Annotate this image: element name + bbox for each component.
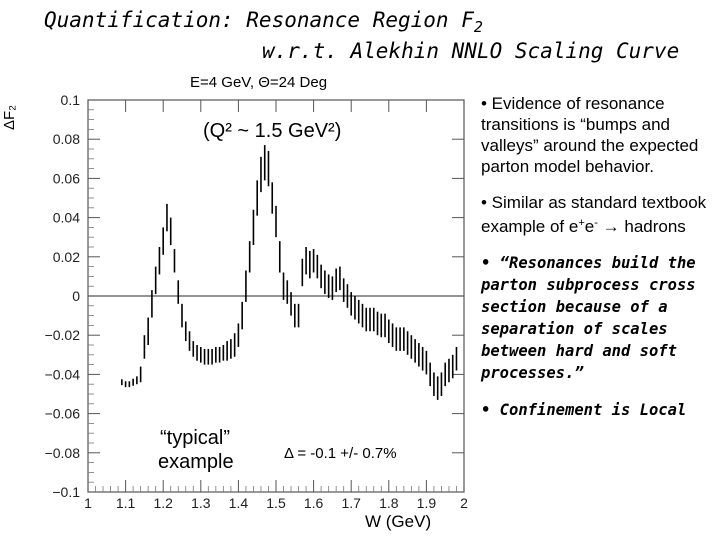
data-points bbox=[121, 145, 458, 400]
y-tick-label: −0.08 bbox=[45, 445, 81, 461]
bullet-resonances: • “Resonances build the parton subproces… bbox=[481, 254, 696, 382]
y-tick-label: −0.06 bbox=[45, 406, 81, 422]
y-tick-label: −0.1 bbox=[52, 484, 80, 500]
bullet-similar-pre: • Similar as standard textbook example o… bbox=[481, 193, 707, 236]
x-axis-ticks: 1 1.1 1.2 1.3 1.4 1.5 1.6 1.7 1.8 1.9 2 bbox=[84, 100, 468, 511]
bullet-list: • Evidence of resonance transitions is “… bbox=[481, 93, 717, 436]
x-axis-label: W (GeV) bbox=[365, 512, 431, 531]
bullet-similar-sup1: + bbox=[578, 217, 585, 229]
x-tick-label: 2 bbox=[460, 495, 468, 511]
x-tick-label: 1.8 bbox=[379, 495, 399, 511]
x-tick-label: 1 bbox=[84, 495, 92, 511]
bullet-similar-mid: e bbox=[584, 217, 595, 236]
delta-annotation: Δ = -0.1 +/- 0.7% bbox=[284, 445, 397, 462]
typical-annotation-line1: “typical” bbox=[160, 427, 230, 449]
x-tick-label: 1.1 bbox=[116, 495, 136, 511]
slide-title-line1: Quantification: Resonance Region F2 bbox=[44, 8, 483, 36]
y-tick-label: 0 bbox=[72, 288, 80, 304]
x-tick-label: 1.2 bbox=[153, 495, 173, 511]
x-tick-label: 1.3 bbox=[191, 495, 211, 511]
x-tick-label: 1.5 bbox=[266, 495, 286, 511]
y-tick-label: −0.02 bbox=[45, 327, 81, 343]
y-axis-label: ΔF₂ bbox=[1, 105, 18, 130]
bullet-similar-post: → hadrons bbox=[597, 217, 686, 236]
y-tick-label: 0.04 bbox=[53, 210, 80, 226]
resonance-plot: E=4 GeV, Θ=24 Deg ΔF₂ 0.1 0.08 0.06 0.04 0.0… bbox=[1, 74, 468, 531]
slide-title-line2: w.r.t. Alekhin NNLO Scaling Curve bbox=[262, 39, 680, 63]
plot-frame bbox=[87, 99, 465, 493]
bullet-similar-sup2: - bbox=[594, 217, 598, 229]
y-tick-label: −0.04 bbox=[45, 366, 81, 382]
q2-annotation: (Q² ~ 1.5 GeV²) bbox=[203, 120, 341, 142]
x-tick-label: 1.9 bbox=[417, 495, 437, 511]
y-tick-label: 0.02 bbox=[53, 249, 80, 265]
chart-title: E=4 GeV, Θ=24 Deg bbox=[190, 74, 327, 91]
slide-title-subscript: 2 bbox=[473, 18, 483, 36]
x-tick-label: 1.7 bbox=[341, 495, 361, 511]
bullet-confinement: • Confinement is Local bbox=[481, 401, 687, 419]
bullet-similar: • Similar as standard textbook example o… bbox=[481, 192, 717, 237]
y-tick-label: 0.08 bbox=[53, 131, 80, 147]
typical-annotation-line2: example bbox=[158, 451, 234, 473]
slide-title-main: Quantification: Resonance Region F bbox=[44, 8, 474, 32]
x-tick-label: 1.4 bbox=[229, 495, 249, 511]
x-tick-label: 1.6 bbox=[304, 495, 324, 511]
y-axis-ticks: 0.1 0.08 0.06 0.04 0.02 0 −0.02 −0.04 −0.06 −0.08… bbox=[45, 92, 464, 500]
y-tick-label: 0.1 bbox=[61, 92, 81, 108]
bullet-evidence: • Evidence of resonance transitions is “… bbox=[481, 94, 699, 176]
y-tick-label: 0.06 bbox=[53, 170, 80, 186]
